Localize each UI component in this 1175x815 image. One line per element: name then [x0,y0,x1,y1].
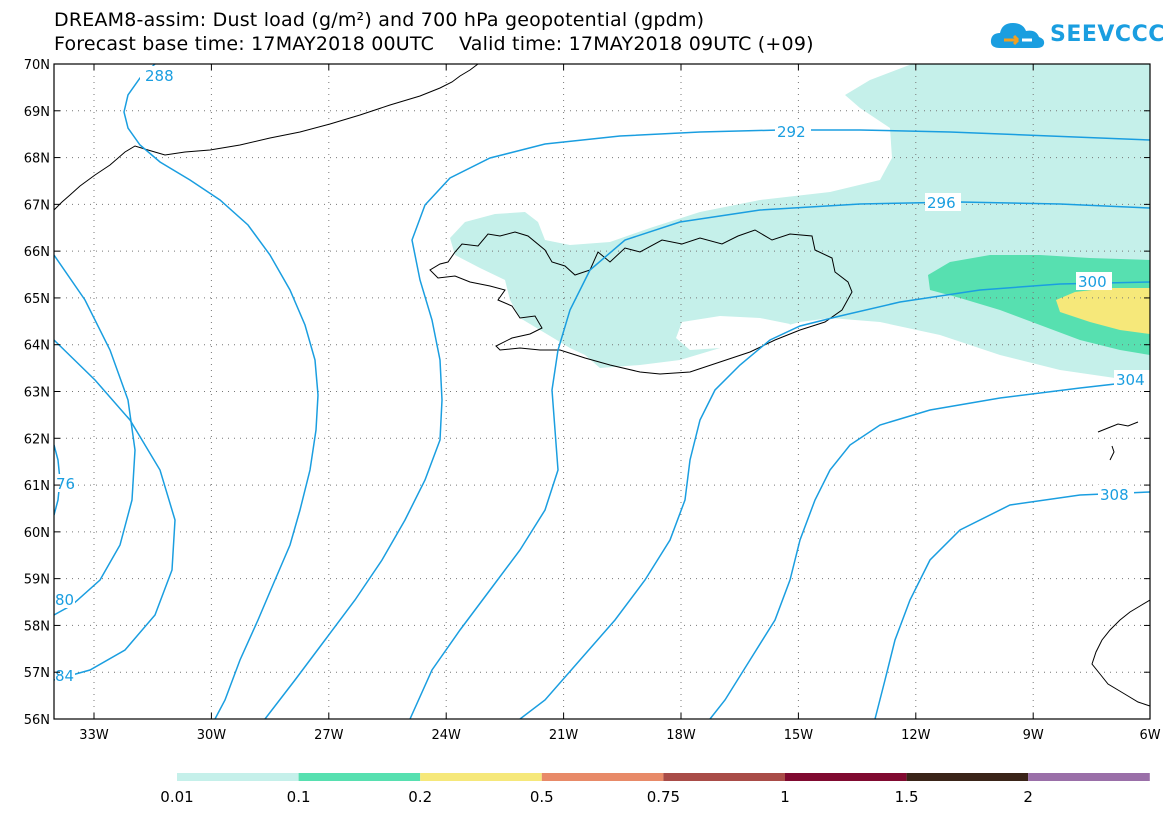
contour-label: 80 [55,591,74,609]
contour-284 [54,339,176,681]
colorbar-label: 0.01 [160,788,193,806]
contour-308 [874,491,1150,719]
contour-288 [123,64,319,719]
contour-280 [54,254,136,616]
colorbar-label: 0.75 [647,788,680,806]
colorbar-label: 0.5 [530,788,554,806]
lat-tick-label: 65N [24,292,50,307]
lat-tick-label: 64N [24,339,50,354]
logo-text: SEEVCCC [1050,22,1165,47]
contour-label: 304 [1116,371,1145,389]
lat-tick-label: 60N [24,526,50,541]
lon-tick-label: 24W [431,728,461,743]
contour-300 [519,281,1150,719]
contour-label: 300 [1078,273,1107,291]
lat-tick-label: 63N [24,386,50,401]
lon-tick-label: 6W [1139,728,1160,743]
lon-tick-label: 18W [666,728,696,743]
contour-label-group: 288 292 296 300 304 308 76 80 84 [55,66,1150,685]
contour-label: 84 [55,667,74,685]
dust-load-shading [450,64,1150,382]
dust-region-001 [450,64,1150,382]
lon-tick-label: 15W [784,728,814,743]
lat-tick-label: 59N [24,573,50,588]
lon-tick-label: 21W [549,728,579,743]
lat-tick-label: 62N [24,432,50,447]
colorbar-swatch [906,773,1029,781]
lon-tick-label: 30W [197,728,227,743]
lat-tick-label: 66N [24,245,50,260]
colorbar: 0.01 0.1 0.2 0.5 0.75 1 1.5 2 [160,773,1150,806]
lat-tick-label: 68N [24,152,50,167]
iceland-coast [429,229,853,375]
cloud-logo-icon [990,23,1045,48]
lon-tick-label: 12W [901,728,931,743]
scotland-coast [1091,599,1150,707]
contour-label: 288 [145,67,174,85]
lat-tick-label: 69N [24,105,50,120]
lat-tick-label: 70N [24,58,50,73]
colorbar-swatch [1028,773,1150,781]
contour-label: 308 [1100,486,1129,504]
axis-labels: 70N 69N 68N 67N 66N 65N 64N 63N 62N 61N 60N 59N 58N 5… [24,58,1161,743]
colorbar-label: 2 [1023,788,1033,806]
contour-304 [709,379,1150,719]
colorbar-swatch [663,773,785,781]
colorbar-label: 0.1 [287,788,311,806]
chart-title: DREAM8-assim: Dust load (g/m²) and 700 h… [54,9,705,31]
lat-tick-label: 67N [24,198,50,213]
contour-label: 292 [777,123,806,141]
colorbar-swatch [420,773,542,781]
lat-tick-label: 61N [24,479,50,494]
colorbar-label: 1.5 [895,788,919,806]
colorbar-label: 1 [780,788,790,806]
lon-tick-label: 33W [79,728,109,743]
lon-tick-label: 9W [1023,728,1044,743]
lat-tick-label: 56N [24,713,50,728]
lon-tick-label: 27W [314,728,344,743]
chart-subtitle: Forecast base time: 17MAY2018 00UTC Vali… [54,33,814,55]
dust-hole [676,316,790,350]
colorbar-swatch [177,773,299,781]
lat-tick-label: 57N [24,666,50,681]
colorbar-swatch [785,773,907,781]
lat-tick-label: 58N [24,619,50,634]
colorbar-swatch [541,773,664,781]
colorbar-label: 0.2 [408,788,432,806]
contour-296 [409,201,1150,719]
dust-region-02 [1056,288,1150,334]
faroe-coast [1097,421,1139,461]
colorbar-swatch [298,773,421,781]
greenland-coast [54,64,479,211]
coastline [54,64,1150,707]
seevccc-logo: SEEVCCC [988,16,1164,56]
contour-label: 296 [927,194,956,212]
contour-label: 76 [56,475,75,493]
